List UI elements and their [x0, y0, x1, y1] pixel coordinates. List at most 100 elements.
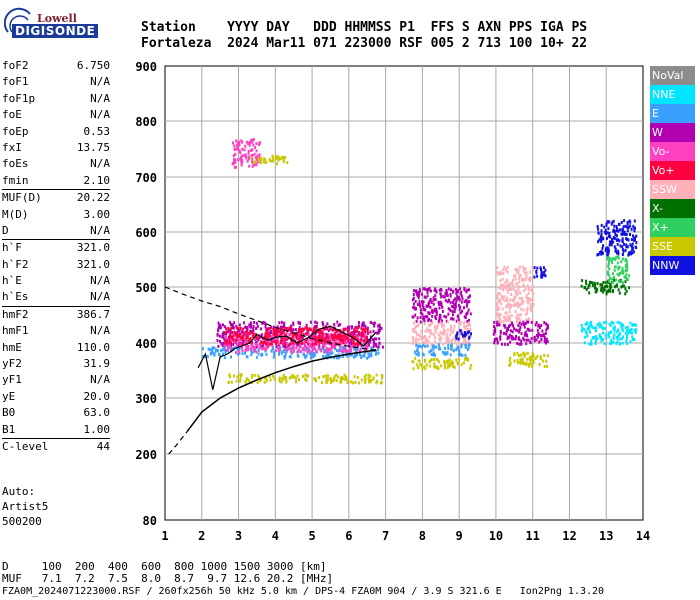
echo-point	[339, 349, 342, 353]
echo-point	[307, 342, 310, 346]
echo-point	[447, 343, 450, 347]
echo-point	[444, 364, 446, 368]
echo-point	[257, 348, 260, 352]
echo-point	[306, 374, 309, 378]
echo-point	[372, 329, 375, 333]
echo-point	[419, 345, 422, 348]
echo-point	[516, 267, 519, 271]
echo-point	[235, 139, 238, 143]
echo-point	[626, 265, 629, 269]
echo-point	[291, 374, 294, 377]
echo-point	[313, 335, 316, 339]
echo-point	[452, 348, 455, 352]
echo-point	[344, 376, 347, 380]
echo-point	[423, 295, 426, 299]
echo-point	[584, 322, 587, 326]
echo-point	[321, 338, 324, 342]
echo-point	[250, 325, 253, 329]
echo-point	[621, 341, 624, 345]
echo-point	[635, 328, 638, 332]
echo-point	[329, 351, 332, 355]
echo-point	[325, 377, 328, 381]
echo-point	[437, 300, 440, 304]
echo-point	[275, 332, 278, 336]
echo-point	[504, 280, 507, 284]
echo-point	[291, 346, 294, 350]
echo-point	[414, 290, 417, 294]
echo-point	[328, 338, 331, 341]
echo-point	[281, 339, 284, 342]
echo-point	[531, 364, 534, 368]
param-name: h`E	[2, 274, 22, 288]
echo-point	[313, 342, 316, 346]
echo-point	[443, 359, 446, 363]
echo-point	[433, 309, 436, 313]
echo-point	[247, 345, 250, 349]
x-tick-label: 6	[345, 529, 352, 543]
echo-point	[621, 237, 624, 241]
echo-point	[466, 302, 469, 306]
echo-point	[270, 342, 273, 346]
echo-point	[583, 327, 586, 331]
echo-point	[365, 344, 368, 348]
echo-cluster	[413, 343, 471, 357]
echo-point	[374, 352, 377, 356]
echo-point	[380, 326, 383, 330]
echo-point	[218, 326, 220, 329]
echo-point	[298, 322, 301, 325]
echo-point	[285, 349, 288, 353]
echo-point	[611, 277, 614, 281]
echo-point	[621, 248, 624, 251]
logo-digisonde: DIGISONDE	[12, 24, 99, 38]
echo-point	[466, 356, 469, 360]
echo-point	[435, 330, 437, 334]
echo-point	[226, 339, 229, 343]
echo-point	[358, 381, 360, 385]
echo-point	[505, 329, 508, 333]
echo-point	[419, 362, 422, 366]
echo-point	[264, 158, 267, 162]
echo-point	[526, 284, 529, 288]
echo-point	[436, 323, 439, 327]
echo-point	[377, 351, 380, 355]
echo-point	[530, 309, 533, 313]
echo-point	[446, 361, 449, 365]
echo-point	[519, 307, 522, 311]
echo-point	[621, 228, 624, 232]
echo-point	[414, 300, 417, 303]
echo-point	[621, 245, 624, 249]
echo-point	[452, 328, 455, 332]
echo-point	[225, 339, 228, 343]
echo-point	[422, 336, 425, 340]
echo-point	[463, 288, 466, 292]
echo-point	[262, 341, 265, 345]
echo-point	[356, 335, 359, 339]
echo-point	[282, 331, 285, 335]
echo-point	[467, 300, 470, 304]
echo-point	[506, 335, 509, 339]
echo-point	[457, 320, 460, 324]
echo-point	[415, 330, 418, 334]
echo-point	[424, 308, 427, 312]
echo-point	[443, 362, 446, 366]
echo-point	[213, 352, 216, 356]
echo-point	[466, 348, 469, 352]
echo-point	[323, 340, 326, 344]
echo-point	[331, 379, 334, 383]
echo-point	[416, 303, 419, 307]
echo-point	[524, 322, 527, 326]
echo-point	[361, 321, 364, 325]
echo-point	[292, 323, 295, 327]
echo-point	[613, 325, 616, 329]
echo-point	[322, 355, 325, 358]
echo-point	[526, 297, 529, 300]
echo-point	[540, 273, 543, 277]
echo-point	[360, 343, 363, 347]
legend-item: SSE	[650, 237, 695, 256]
echo-point	[303, 342, 306, 346]
echo-point	[594, 282, 597, 286]
echo-point	[461, 309, 464, 313]
echo-point	[237, 148, 240, 152]
x-tick-label: 8	[419, 529, 426, 543]
echo-point	[514, 277, 517, 281]
